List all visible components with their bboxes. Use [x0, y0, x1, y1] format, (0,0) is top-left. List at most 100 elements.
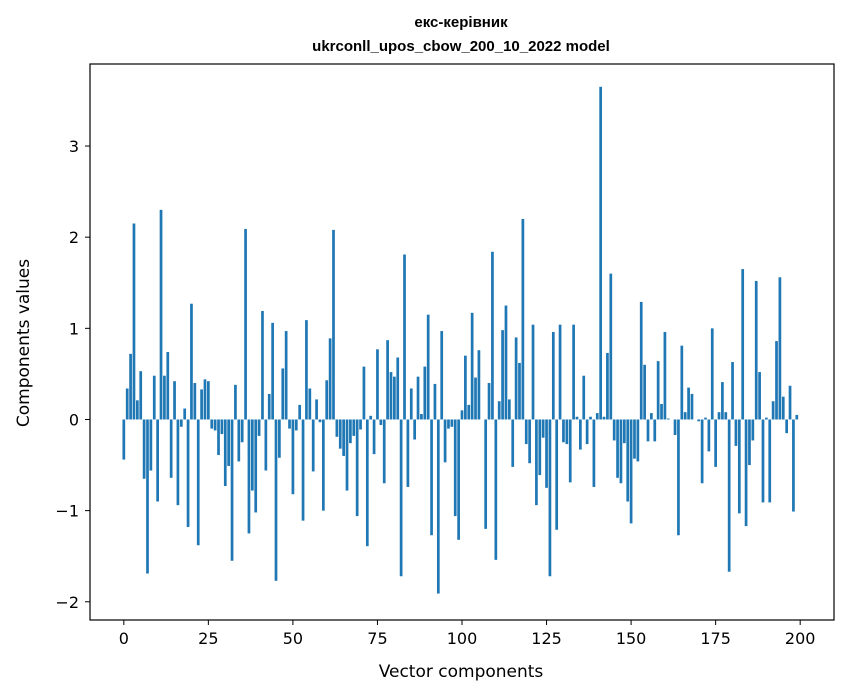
bar — [474, 377, 477, 420]
bar — [470, 312, 474, 420]
bar — [132, 223, 136, 420]
y-tick-label: 2 — [69, 228, 79, 247]
bar — [413, 419, 417, 440]
bar — [369, 415, 373, 420]
x-tick-label: 25 — [198, 629, 218, 648]
bar — [690, 393, 694, 420]
chart-title: екс-керівник — [414, 14, 508, 31]
bar — [606, 352, 609, 420]
bar — [261, 311, 264, 420]
bar — [582, 375, 586, 420]
bar — [616, 419, 619, 478]
bar — [710, 328, 714, 420]
bar — [633, 419, 636, 459]
x-tick-label: 50 — [283, 629, 303, 648]
bar — [504, 305, 508, 420]
bar — [169, 419, 173, 478]
bar — [788, 385, 792, 420]
bar — [230, 419, 234, 561]
bar — [724, 412, 728, 420]
bar — [352, 419, 356, 436]
bar — [264, 419, 268, 471]
bar — [403, 254, 406, 420]
bar — [501, 330, 504, 420]
bar — [622, 419, 626, 444]
bar — [193, 383, 197, 420]
bar — [298, 404, 302, 420]
bar — [717, 412, 721, 420]
bar — [758, 372, 761, 420]
bar — [237, 419, 241, 462]
bar — [135, 400, 139, 420]
bar — [294, 419, 298, 431]
bar — [173, 381, 176, 420]
bar — [254, 419, 258, 513]
bar — [335, 419, 339, 437]
bar — [575, 416, 579, 420]
bar — [541, 419, 545, 438]
bar — [795, 414, 799, 420]
bar — [785, 419, 789, 434]
bar — [288, 419, 291, 429]
bar — [349, 419, 352, 444]
bar — [748, 419, 751, 466]
bar — [487, 383, 491, 420]
bar — [775, 341, 778, 420]
bar — [771, 401, 775, 420]
bar — [761, 419, 765, 503]
bar — [734, 419, 738, 446]
bar — [585, 419, 589, 445]
bar — [602, 416, 606, 420]
bar — [477, 350, 481, 420]
x-tick-label: 150 — [616, 629, 647, 648]
bar — [579, 419, 582, 450]
bar — [494, 419, 498, 560]
bar — [166, 352, 170, 420]
bar — [227, 419, 231, 466]
bar — [244, 228, 247, 420]
bar — [565, 419, 569, 445]
bar — [497, 401, 501, 420]
bar — [443, 419, 447, 463]
bar — [311, 419, 315, 472]
bar — [399, 419, 403, 577]
bar — [247, 419, 251, 534]
bar — [430, 419, 433, 536]
bar — [332, 229, 335, 420]
bar — [440, 331, 444, 420]
bar — [514, 337, 518, 420]
x-tick-label: 75 — [367, 629, 387, 648]
bar — [146, 419, 149, 574]
bar — [220, 419, 224, 435]
bar — [538, 419, 542, 476]
bar — [548, 419, 552, 577]
bar — [751, 419, 755, 441]
bar — [152, 375, 156, 420]
bar — [612, 419, 616, 441]
bar — [707, 419, 711, 452]
bar — [484, 419, 488, 529]
bar — [765, 417, 768, 420]
bar — [179, 419, 183, 427]
bar — [653, 419, 657, 442]
bar — [572, 324, 575, 420]
bar — [545, 419, 548, 488]
bar — [754, 280, 758, 420]
bar — [744, 419, 748, 527]
bar — [521, 218, 525, 420]
y-tick-label: −1 — [55, 502, 79, 521]
bar — [200, 389, 203, 420]
bar — [210, 419, 214, 429]
bar — [291, 419, 295, 495]
bar — [338, 419, 342, 449]
bar — [464, 355, 467, 420]
bar — [372, 419, 376, 455]
bar — [467, 404, 471, 420]
x-tick-label: 0 — [119, 629, 129, 648]
bar — [704, 417, 707, 420]
bar — [416, 376, 420, 420]
bar — [737, 419, 741, 514]
bar — [321, 419, 325, 511]
bar — [768, 419, 772, 503]
